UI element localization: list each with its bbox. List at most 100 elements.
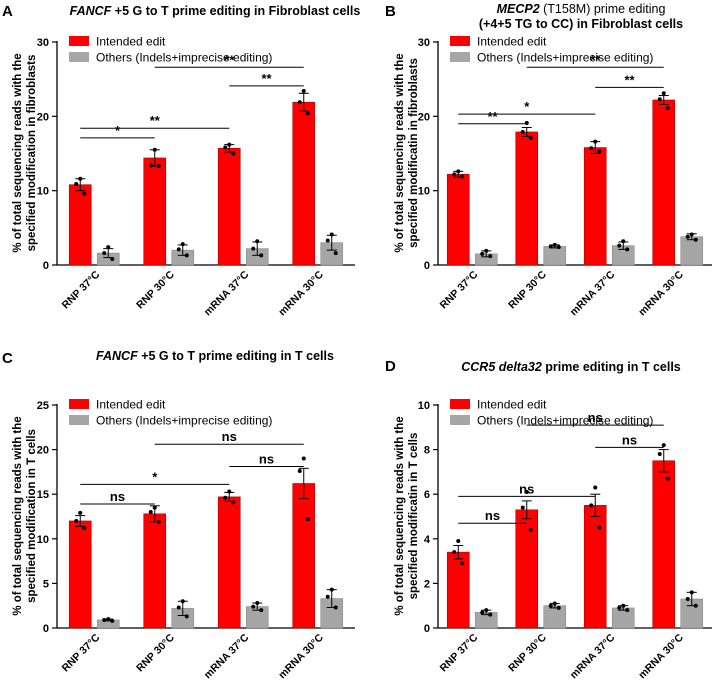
panel-b: B MECP2 (T158M) prime editing(+4+5 TG to … (385, 2, 712, 318)
significance-label: ** (150, 113, 161, 128)
panel-letter: D (385, 358, 396, 375)
bar (292, 101, 316, 266)
legend-entry: Intended edit (96, 35, 166, 49)
y-tick-label: 6 (424, 489, 430, 501)
data-point (524, 489, 529, 494)
bar (292, 483, 316, 629)
data-point (693, 603, 698, 608)
x-tick-label: mRNA 30°C (636, 631, 686, 681)
data-point (625, 608, 630, 613)
x-tick-label: RNP 37°C (438, 631, 481, 674)
x-tick-label: mRNA 30°C (276, 631, 326, 681)
data-point (452, 550, 457, 555)
x-tick-label: RNP 30°C (506, 631, 549, 674)
bar (68, 184, 92, 266)
data-point (255, 601, 260, 606)
data-point (106, 245, 111, 250)
data-point (297, 100, 302, 105)
data-point (625, 247, 630, 252)
bar (217, 147, 241, 266)
y-axis-label: % of total sequencing reads with the spec… (394, 416, 420, 615)
data-point (484, 608, 489, 613)
data-point (180, 242, 185, 247)
data-point (102, 617, 107, 622)
legend-swatch (69, 399, 89, 409)
y-axis-label-line: % of total sequencing reads with the (394, 416, 406, 615)
chart-title-gene: FANCF (70, 4, 112, 18)
significance-label: ** (224, 52, 235, 67)
legend-entry: Intended edit (96, 398, 166, 412)
data-point (693, 237, 698, 242)
legend-entry: Others (Indels+imprecise editing) (477, 414, 653, 428)
chart-title: MECP2 (T158M) prime editing (497, 2, 666, 16)
legend-swatch (69, 415, 89, 425)
data-point (255, 239, 260, 244)
data-point (484, 248, 489, 253)
data-point (597, 149, 602, 154)
y-axis-label-line: % of total sequencing reads with the (394, 53, 406, 252)
legend-swatch (450, 36, 470, 46)
significance-label: ** (624, 72, 635, 87)
x-tick-label: mRNA 37°C (202, 268, 252, 318)
legend-swatch (69, 36, 89, 46)
data-point (156, 519, 161, 524)
data-point (689, 232, 694, 237)
chart-title-rest: prime editing in T cells (542, 360, 681, 374)
data-point (552, 242, 557, 247)
bar (217, 496, 241, 629)
data-point (661, 91, 666, 96)
chart-title: FANCF +5 G to T prime editing in Fibrobl… (70, 4, 361, 18)
y-axis-label: % of total sequencing reads with the spec… (12, 416, 38, 615)
data-point (589, 503, 594, 508)
data-point (78, 510, 83, 515)
legend-swatch (450, 415, 470, 425)
bar (680, 236, 704, 266)
data-point (456, 169, 461, 174)
chart-title-rest: +5 G to T prime editing in T cells (138, 349, 334, 363)
y-tick-label: 0 (43, 623, 49, 635)
data-point (102, 251, 107, 256)
data-point (593, 485, 598, 490)
y-tick-label: 10 (37, 534, 49, 546)
y-tick-label: 20 (37, 445, 49, 457)
data-point (78, 176, 83, 181)
significance-label: * (115, 123, 121, 138)
bar (143, 157, 167, 266)
chart-title-rest: (T158M) prime editing (540, 2, 666, 16)
data-point (74, 181, 79, 186)
chart-title-gene: CCR5 delta32 (461, 360, 542, 374)
x-tick-label: mRNA 37°C (568, 631, 618, 681)
bar (446, 174, 470, 266)
data-point (106, 617, 111, 622)
data-point (665, 476, 670, 481)
data-point (301, 89, 306, 94)
y-tick-label: 10 (418, 186, 430, 198)
data-point (593, 139, 598, 144)
data-point (227, 489, 232, 494)
bar (583, 147, 607, 266)
data-point (176, 605, 181, 610)
chart-title: FANCF +5 G to T prime editing in T cells (96, 349, 334, 363)
y-tick-label: 4 (424, 534, 431, 546)
significance-label: ns (485, 508, 500, 523)
chart-title: CCR5 delta32 prime editing in T cells (461, 360, 681, 374)
legend-entry: Intended edit (477, 35, 547, 49)
data-point (589, 146, 594, 151)
data-point (528, 527, 533, 532)
panel-d: D CCR5 delta32 prime editing in T cells % … (385, 358, 712, 681)
data-point (329, 587, 334, 592)
data-point (251, 246, 256, 251)
data-point (657, 452, 662, 457)
legend-entry: Others (Indels+imprecise editing) (477, 51, 653, 65)
y-axis-label: % of total sequencing reads with the spec… (394, 53, 420, 252)
x-tick-label: RNP 30°C (506, 268, 549, 311)
y-tick-label: 20 (418, 111, 430, 123)
data-point (148, 163, 153, 168)
data-point (452, 172, 457, 177)
legend-entry: Others (Indels+imprecise editing) (96, 414, 272, 428)
significance-label: ns (622, 432, 637, 447)
data-point (156, 164, 161, 169)
data-point (297, 469, 302, 474)
y-axis-label-line: % of total sequencing reads with the (12, 53, 24, 252)
data-point (556, 245, 561, 250)
